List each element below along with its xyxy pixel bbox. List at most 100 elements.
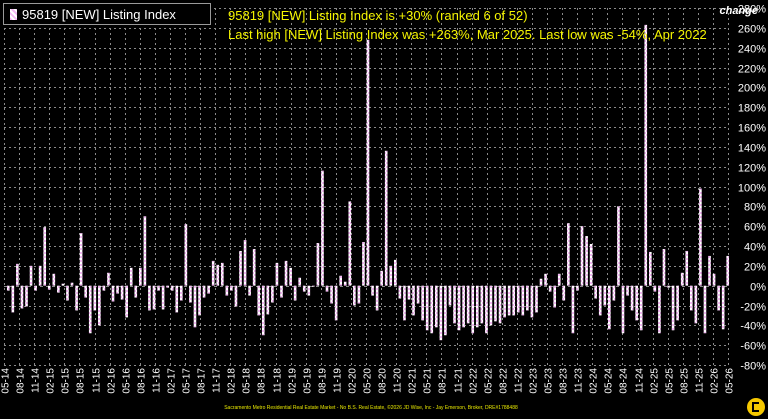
bar — [321, 170, 324, 286]
y-tick-label: 40% — [744, 242, 766, 254]
bar — [617, 206, 620, 286]
y-tick-label: -60% — [740, 341, 766, 353]
bar — [362, 242, 365, 286]
bar — [448, 285, 452, 306]
bar — [20, 285, 24, 309]
bar — [712, 273, 716, 286]
bar — [343, 281, 347, 286]
bar — [384, 150, 388, 286]
x-tick-label: 02-18 — [227, 368, 238, 394]
bar — [16, 263, 19, 286]
bar — [594, 285, 597, 299]
x-tick-label: 11-15 — [92, 368, 103, 393]
bar — [88, 285, 92, 334]
bar — [667, 285, 670, 288]
x-tick-label: 11-24 — [635, 368, 646, 393]
bar — [412, 285, 415, 316]
bar — [271, 285, 274, 303]
x-tick-label: 08-21 — [438, 368, 449, 394]
bar — [567, 223, 570, 286]
x-tick-label: 08-17 — [197, 368, 208, 394]
bar — [398, 285, 402, 299]
bar — [102, 285, 106, 291]
bar — [430, 285, 434, 334]
bar — [580, 226, 584, 286]
bar — [52, 273, 56, 286]
bar — [116, 285, 119, 294]
x-tick-label: 05-26 — [725, 368, 736, 394]
x-tick-label: 02-20 — [348, 368, 359, 394]
bar — [480, 285, 484, 324]
bar — [243, 240, 247, 286]
y-tick-label: 0% — [750, 282, 766, 294]
bar — [421, 285, 424, 321]
x-tick-label: 08-22 — [499, 368, 510, 394]
bar-series — [6, 24, 730, 341]
y-tick-label: 260% — [738, 24, 766, 36]
x-tick-label: 11-21 — [454, 368, 465, 393]
x-tick-label: 05-18 — [242, 368, 253, 394]
x-tick-label: 02-19 — [288, 368, 299, 394]
x-tick-label: 02-16 — [107, 368, 118, 394]
bar — [29, 265, 33, 286]
bar — [466, 285, 470, 324]
x-tick-label: 05-23 — [544, 368, 555, 394]
bar — [653, 285, 657, 292]
x-tick-label: 05-14 — [1, 368, 12, 394]
bar — [134, 285, 138, 298]
bar — [353, 285, 356, 306]
bar — [148, 285, 151, 311]
x-tick-label: 02-15 — [46, 368, 57, 394]
x-tick-label: 05-19 — [303, 368, 314, 394]
bar — [57, 285, 60, 293]
bar — [234, 285, 238, 307]
bar — [658, 285, 661, 334]
x-tick-label: 11-19 — [333, 368, 344, 393]
y-tick-label: 100% — [738, 183, 766, 195]
x-tick-label: 08-15 — [76, 368, 87, 394]
bar — [189, 285, 192, 303]
bar — [216, 264, 220, 286]
x-tick-label: 08-16 — [137, 368, 148, 394]
bar — [47, 285, 51, 290]
x-tick-label: 11-23 — [574, 368, 585, 393]
bar — [648, 251, 652, 286]
bar — [662, 248, 666, 286]
bar — [143, 216, 147, 286]
x-tick-label: 02-23 — [529, 368, 540, 394]
bar — [635, 285, 638, 321]
bar — [366, 39, 370, 286]
bar — [125, 285, 128, 318]
bar — [248, 285, 251, 296]
bar — [521, 285, 525, 316]
bar — [230, 285, 233, 291]
x-tick-label: 05-17 — [182, 368, 193, 394]
bar — [639, 285, 643, 331]
bar — [220, 262, 224, 286]
x-tick-label: 08-18 — [257, 368, 268, 394]
bar — [425, 285, 429, 331]
x-tick-label: 11-14 — [31, 368, 42, 393]
bar — [357, 285, 361, 304]
x-tick-label: 08-19 — [318, 368, 329, 394]
bar — [43, 227, 47, 286]
x-tick-label: 11-22 — [514, 368, 525, 393]
y-tick-label: 180% — [738, 103, 766, 115]
y-tick-label: 200% — [738, 83, 766, 95]
bar — [84, 285, 88, 298]
y-tick-label: 160% — [738, 123, 766, 135]
bar — [562, 285, 566, 301]
x-tick-label: 11-16 — [152, 368, 163, 393]
headline-current: 95819 [NEW] Listing Index is +30% (ranke… — [228, 8, 528, 23]
bar — [457, 285, 461, 331]
bar — [170, 285, 174, 291]
bar — [516, 285, 520, 313]
bar — [407, 285, 411, 300]
y-tick-label: 80% — [744, 202, 766, 214]
bar — [416, 285, 420, 304]
brand-logo-icon — [747, 398, 765, 416]
x-tick-label: 08-25 — [680, 368, 691, 394]
bar — [598, 285, 602, 316]
bar — [434, 285, 438, 328]
bar — [11, 285, 15, 313]
